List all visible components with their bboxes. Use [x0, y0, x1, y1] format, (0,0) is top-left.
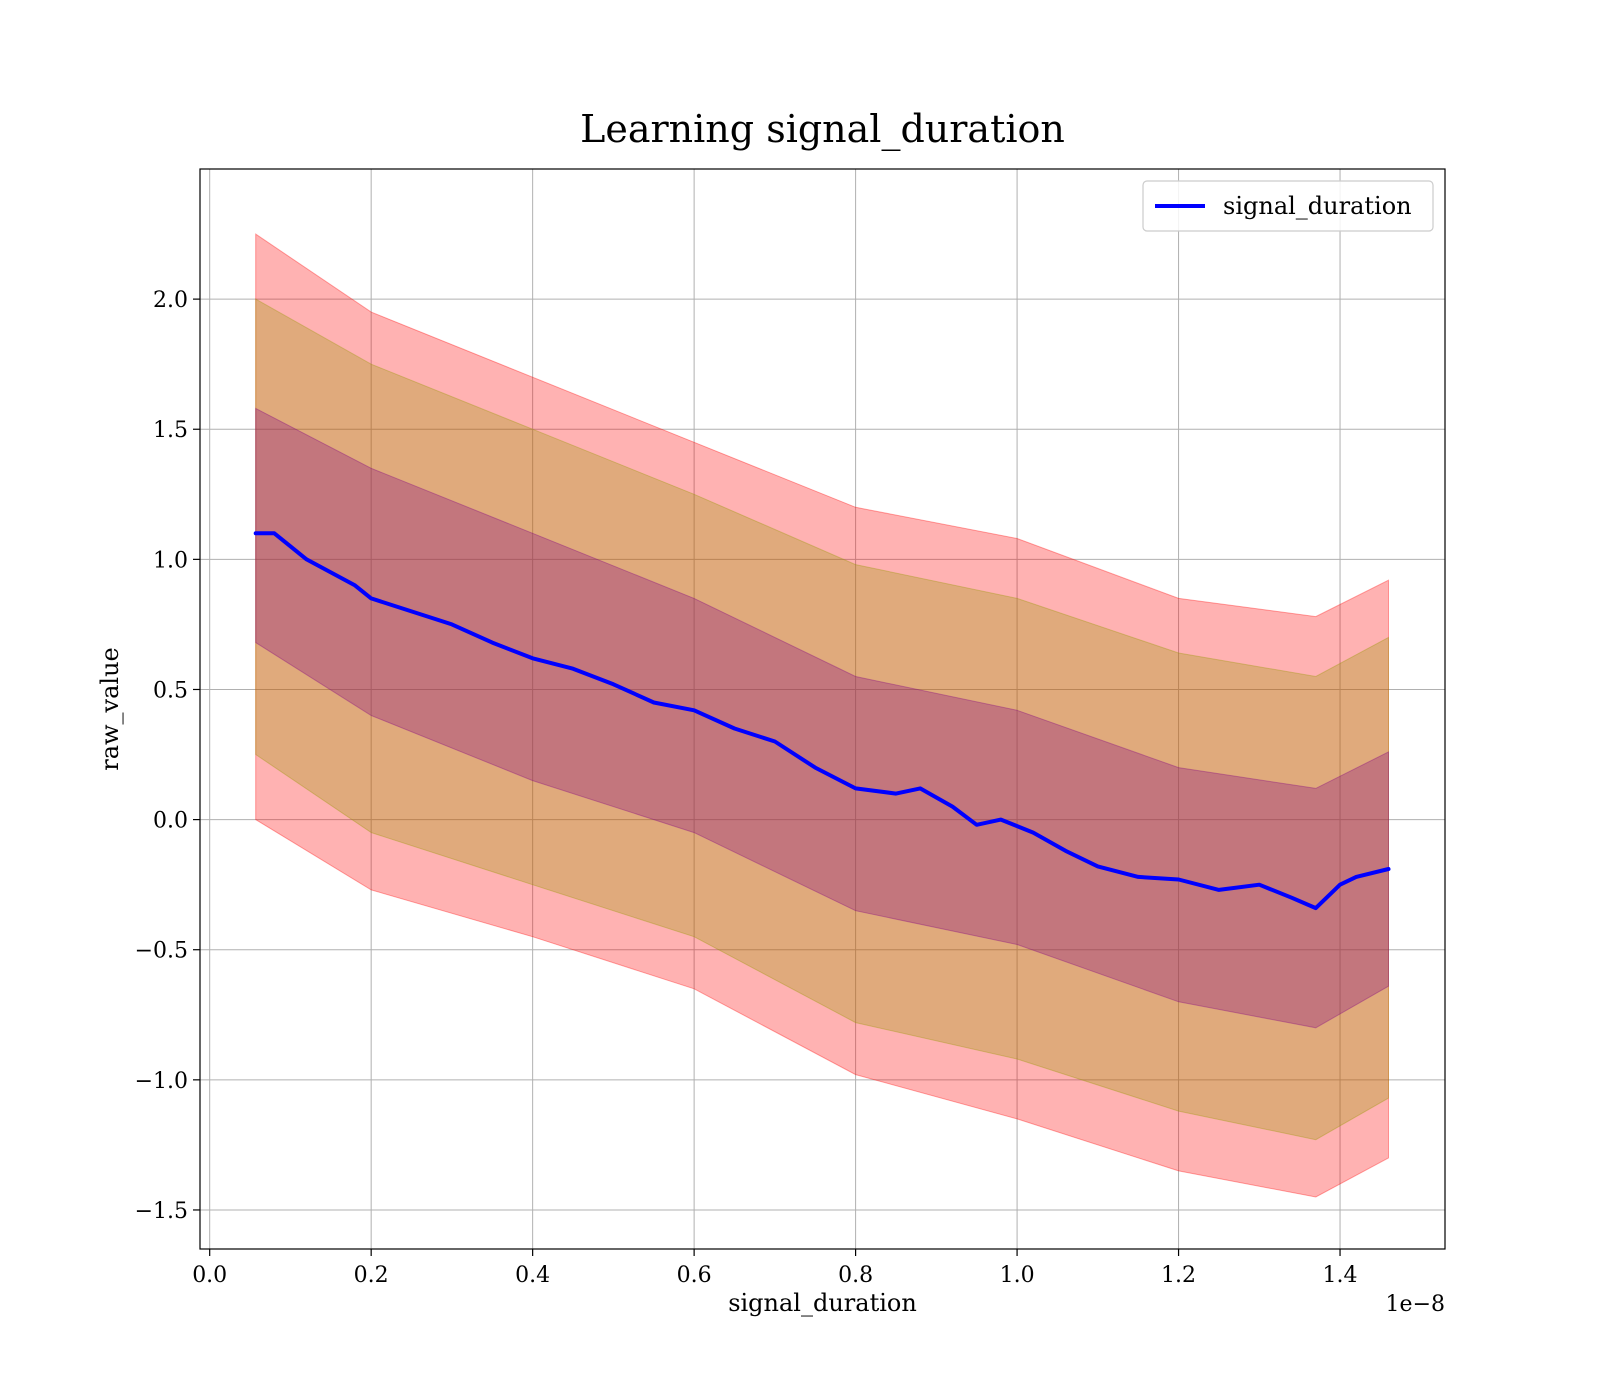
y-tick-label: −0.5 [135, 939, 188, 964]
legend: signal_duration [1142, 180, 1434, 232]
y-tick-label: −1.0 [135, 1069, 188, 1094]
plot-frame [199, 168, 1446, 1250]
x-tick-label: 0.6 [677, 1263, 712, 1288]
y-tick-label: 1.5 [153, 418, 188, 443]
middle-band [255, 298, 1389, 1141]
y-axis-label: raw_value [96, 647, 124, 771]
x-tick-label: 1.4 [1323, 1263, 1358, 1288]
series-line-signal-duration [253, 531, 1391, 911]
x-tick-label: 0.4 [515, 1263, 550, 1288]
x-tick-label: 1.0 [1000, 1263, 1035, 1288]
x-axis-ticks: 0.0 0.2 0.4 0.6 0.8 1.0 1.2 1.4 [192, 1249, 1358, 1288]
y-tick-label: 0.0 [153, 809, 188, 834]
legend-box [1142, 180, 1434, 232]
x-tick-label: 0.0 [192, 1263, 227, 1288]
x-axis-offset-text: 1e−8 [1386, 1292, 1445, 1317]
x-tick-label: 1.2 [1161, 1263, 1196, 1288]
data-series [253, 531, 1391, 911]
chart-title: Learning signal_duration [580, 107, 1065, 152]
y-tick-label: 1.0 [153, 548, 188, 573]
x-tick-label: 0.8 [838, 1263, 873, 1288]
confidence-bands [255, 233, 1389, 1198]
y-tick-label: 2.0 [153, 288, 188, 313]
outer-band [255, 233, 1389, 1198]
legend-label-signal-duration: signal_duration [1223, 192, 1412, 220]
x-axis-label: signal_duration [728, 1289, 917, 1317]
inner-band [255, 407, 1389, 1029]
y-axis-ticks: −1.5 −1.0 −0.5 0.0 0.5 1.0 1.5 2.0 [135, 288, 200, 1224]
y-tick-label: 0.5 [153, 678, 188, 703]
x-tick-label: 0.2 [354, 1263, 389, 1288]
grid-lines [200, 169, 1445, 1249]
y-tick-label: −1.5 [135, 1199, 188, 1224]
